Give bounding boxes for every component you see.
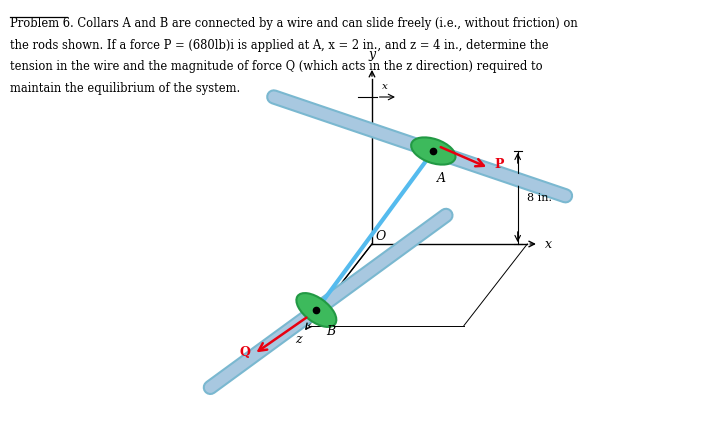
- Text: Problem 6. Collars A and B are connected by a wire and can slide freely (i.e., w: Problem 6. Collars A and B are connected…: [10, 17, 577, 30]
- Text: x: x: [545, 238, 552, 251]
- Text: P: P: [495, 158, 504, 171]
- Text: z: z: [295, 333, 302, 345]
- Ellipse shape: [411, 138, 455, 165]
- Text: y: y: [369, 48, 376, 61]
- Ellipse shape: [296, 294, 336, 327]
- Text: Q: Q: [240, 345, 250, 359]
- Text: tension in the wire and the magnitude of force Q (which acts in the z direction): tension in the wire and the magnitude of…: [10, 60, 542, 73]
- Text: maintain the equilibrium of the system.: maintain the equilibrium of the system.: [10, 81, 240, 94]
- Text: 8 in.: 8 in.: [527, 193, 552, 203]
- Text: the rods shown. If a force P = (680lb)i is applied at A, x = 2 in., and z = 4 in: the rods shown. If a force P = (680lb)i …: [10, 38, 548, 52]
- Text: O: O: [376, 230, 386, 242]
- Text: x: x: [382, 82, 388, 91]
- Text: B: B: [326, 324, 335, 337]
- Text: A: A: [437, 172, 446, 184]
